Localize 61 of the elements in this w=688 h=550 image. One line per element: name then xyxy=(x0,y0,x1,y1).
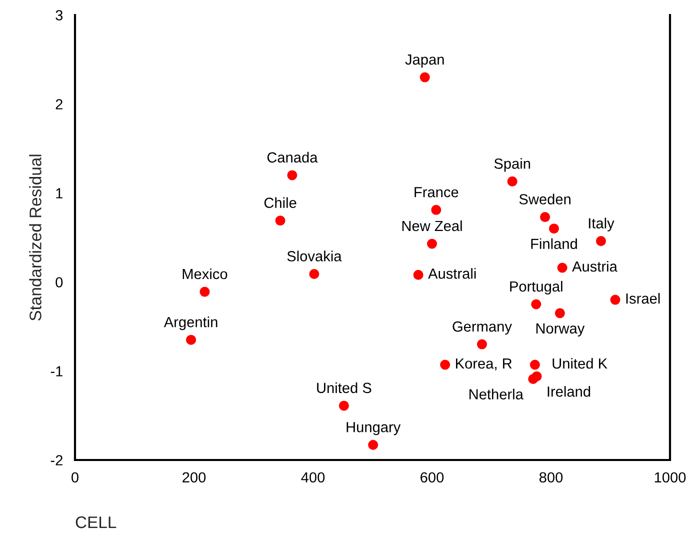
y-tick-label: 1 xyxy=(56,188,62,198)
point xyxy=(557,262,568,273)
series-label: France xyxy=(414,187,458,198)
point xyxy=(540,212,550,222)
point xyxy=(413,270,424,280)
series-label: Netherla xyxy=(470,388,524,400)
series-label: Ireland xyxy=(548,386,590,397)
point xyxy=(531,299,542,310)
x-tick-label: 1000 xyxy=(654,472,686,483)
y-tick-label: 3 xyxy=(56,10,63,20)
point xyxy=(287,170,298,180)
series-label: Slovakia xyxy=(287,250,342,262)
series-label: Italy xyxy=(588,218,614,232)
series-label: Austria xyxy=(572,260,618,272)
series-label: Hungary xyxy=(346,422,401,436)
point xyxy=(440,360,450,370)
x-axis-title: CELL xyxy=(76,516,116,528)
point xyxy=(431,204,442,215)
point xyxy=(548,224,559,234)
y-tick-label: 0 xyxy=(56,277,63,288)
series-label: Finland xyxy=(531,238,577,250)
series-label: United S xyxy=(317,382,372,394)
series-label: Canada xyxy=(267,152,318,163)
series-label: Chile xyxy=(264,197,296,208)
point xyxy=(507,176,518,186)
point xyxy=(275,216,286,226)
series-label: United K xyxy=(552,358,608,369)
point xyxy=(186,334,196,345)
y-tick-label: -1 xyxy=(50,366,62,376)
series-label: Argentin xyxy=(164,316,218,330)
y-axis-title: Standardized Residual xyxy=(29,154,42,321)
series-label: Australi xyxy=(428,268,476,279)
point xyxy=(368,440,378,450)
series-label: Israel xyxy=(626,293,660,304)
series-label: Mexico xyxy=(182,268,228,280)
series-label: Norway xyxy=(536,323,585,336)
series-label: Spain xyxy=(494,158,530,172)
point xyxy=(530,360,540,370)
series-label: Korea, R xyxy=(456,358,512,370)
point xyxy=(610,294,620,305)
x-tick-label: 600 xyxy=(420,472,444,483)
point xyxy=(476,339,487,350)
y-tick-label: 2 xyxy=(56,99,62,110)
point xyxy=(309,268,320,279)
point xyxy=(554,308,565,318)
series-label: New Zeal xyxy=(402,220,462,232)
series-label: Portugal xyxy=(510,280,562,295)
series-label: Japan xyxy=(405,54,444,68)
series-label: Germany xyxy=(452,321,512,335)
point xyxy=(420,72,430,82)
point xyxy=(596,236,606,246)
y-tick-label: -2 xyxy=(50,455,62,466)
point xyxy=(338,400,349,411)
point xyxy=(528,374,538,384)
point xyxy=(200,286,210,297)
x-tick-label: 400 xyxy=(301,472,325,483)
x-tick-label: 200 xyxy=(182,472,206,483)
x-tick-label: 0 xyxy=(72,472,78,483)
point xyxy=(426,238,438,249)
x-tick-label: 800 xyxy=(539,472,563,483)
series-label: Sweden xyxy=(519,194,570,204)
